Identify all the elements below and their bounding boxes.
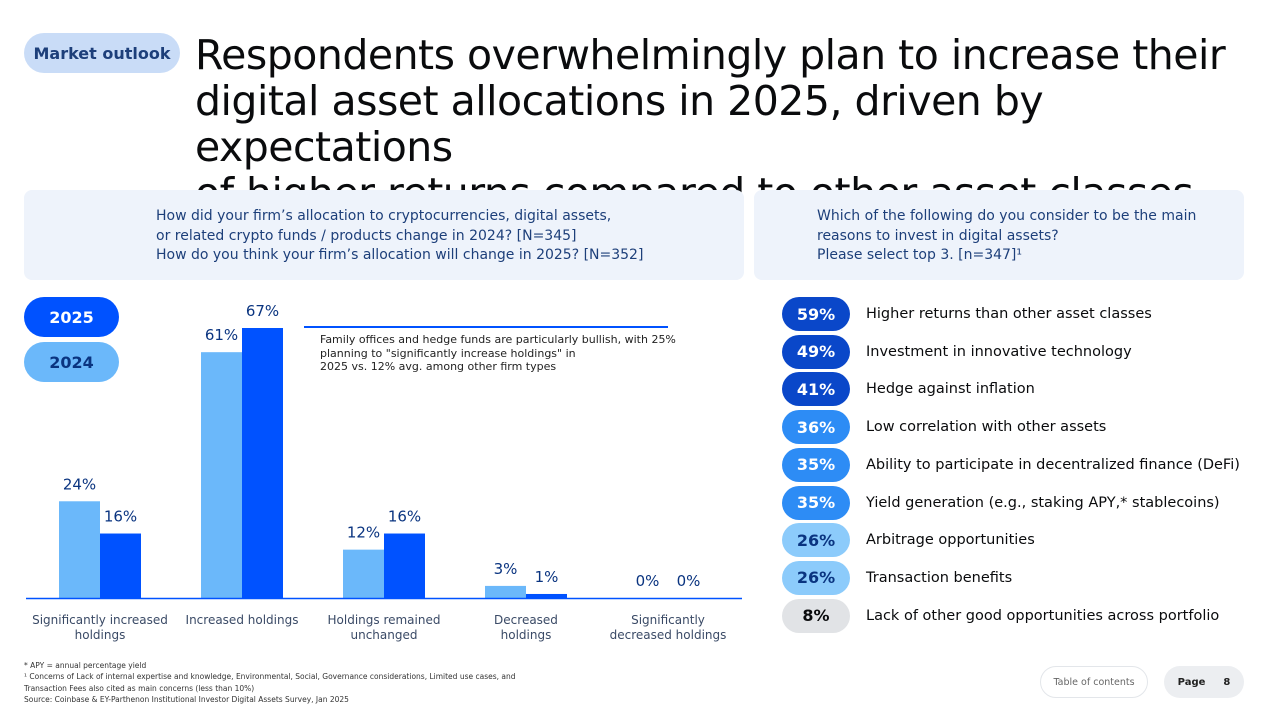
footnote: Transaction Fees also cited as main conc…	[24, 683, 255, 693]
reason-percent-badge: 8%	[782, 598, 850, 633]
data-label-2025-4: 0%	[677, 572, 701, 590]
category-label-2: Holdings remained	[328, 613, 441, 627]
page-label: Page	[1177, 676, 1206, 688]
bar-2024-1	[201, 352, 242, 598]
reason-row: 8% Lack of other good opportunities acros…	[782, 598, 1220, 633]
reason-label: Low correlation with other assets	[866, 419, 1107, 436]
annotation-line: planning to "significantly increase hold…	[320, 346, 576, 360]
table-of-contents-button[interactable]: Table of contents	[1040, 666, 1148, 698]
category-label-3: holdings	[501, 628, 552, 642]
footnote: Source: Coinbase & EY-Parthenon Institut…	[24, 694, 349, 704]
page-indicator[interactable]: Page 8	[1164, 666, 1244, 698]
annotation-rule	[304, 326, 668, 328]
question-line: or related crypto funds / products chang…	[156, 227, 577, 244]
page-title: Respondents overwhelmingly plan to incre…	[195, 32, 1255, 216]
bar-2024-0	[59, 501, 100, 598]
reason-percent-badge: 26%	[782, 560, 850, 595]
reason-label: Yield generation (e.g., staking APY,* st…	[866, 494, 1220, 511]
reason-percent-badge: 35%	[782, 485, 850, 520]
category-label-1: Increased holdings	[186, 613, 299, 627]
category-label-4: Significantly	[631, 613, 705, 627]
reason-row: 49% Investment in innovative technology	[782, 334, 1132, 369]
footnote: ¹ Concerns of Lack of internal expertise…	[24, 672, 516, 682]
reason-label: Higher returns than other asset classes	[866, 306, 1152, 322]
reason-label: Transaction benefits	[866, 569, 1013, 586]
allocation-question: How did your firm’s allocation to crypto…	[156, 207, 643, 266]
data-label-2024-1: 61%	[205, 326, 238, 344]
data-label-2025-2: 16%	[388, 508, 421, 526]
data-label-2024-4: 0%	[636, 572, 660, 590]
question-line: reasons to invest in digital assets?	[817, 227, 1059, 244]
data-label-2024-3: 3%	[494, 560, 518, 578]
title-line: digital asset allocations in 2025, drive…	[195, 77, 1044, 171]
reasons-question-box: Which of the following do you consider t…	[754, 190, 1244, 280]
allocation-bar-chart: 24% 61% 12% 3% 0% 16% 67% 16% 1% 0% Significantly …	[26, 302, 742, 642]
allocation-question-box: How did your firm’s allocation to crypto…	[24, 190, 744, 280]
bar-2024-2	[343, 549, 384, 598]
reason-row: 35% Ability to participate in decentraliz…	[782, 447, 1240, 482]
reason-label: Arbitrage opportunities	[866, 532, 1035, 549]
bar-2025-0	[100, 533, 141, 598]
category-label-2: unchanged	[351, 628, 418, 642]
legend-2024: 2024	[24, 342, 119, 382]
reason-percent-badge: 41%	[782, 372, 850, 407]
reason-label: Ability to participate in decentralized …	[866, 456, 1240, 473]
question-line: How do you think your firm’s allocation …	[156, 247, 644, 263]
question-line: Please select top 3. [n=347]¹	[817, 247, 1022, 263]
reason-row: 41% Hedge against inflation	[782, 372, 1035, 407]
category-label-4: decreased holdings	[610, 628, 727, 642]
annotation-text: Family offices and hedge funds are parti…	[320, 333, 680, 374]
reason-row: 26% Arbitrage opportunities	[782, 523, 1035, 558]
page-number: 8	[1223, 676, 1231, 688]
question-line: How did your firm’s allocation to crypto…	[156, 208, 612, 224]
reason-label: Hedge against inflation	[866, 381, 1035, 398]
reason-row: 26% Transaction benefits	[782, 560, 1013, 595]
annotation-line: Family offices and hedge funds are parti…	[320, 333, 676, 346]
data-label-2024-0: 24%	[63, 475, 96, 493]
question-line: Which of the following do you consider t…	[817, 208, 1197, 224]
annotation-line: 2025 vs. 12% avg. among other firm types	[320, 360, 557, 373]
category-label-3: Decreased	[494, 613, 558, 627]
reason-label: Investment in innovative technology	[866, 343, 1132, 360]
reason-label: Lack of other good opportunities across …	[866, 607, 1220, 624]
reason-row: 59% Higher returns than other asset class…	[782, 297, 1152, 331]
bar-2025-3	[526, 593, 567, 598]
footnotes: * APY = annual percentage yield ¹ Concer…	[24, 660, 544, 705]
reason-row: 35% Yield generation (e.g., staking APY,*…	[782, 485, 1220, 520]
reason-percent-badge: 26%	[782, 523, 850, 558]
reasons-question: Which of the following do you consider t…	[817, 207, 1196, 266]
reason-percent-badge: 59%	[782, 297, 850, 331]
data-label-2025-3: 1%	[535, 568, 559, 586]
category-label-0: holdings	[75, 628, 126, 642]
bar-2025-1	[242, 328, 283, 598]
bar-2025-2	[384, 533, 425, 598]
data-label-2025-1: 67%	[246, 302, 279, 320]
category-label-0: Significantly increased	[32, 613, 168, 627]
section-tag: Market outlook	[24, 33, 180, 73]
reason-percent-badge: 35%	[782, 447, 850, 482]
title-line: Respondents overwhelmingly plan to incre…	[195, 31, 1226, 79]
legend-2025: 2025	[24, 297, 119, 337]
reason-row: 36% Low correlation with other assets	[782, 410, 1107, 445]
data-label-2024-2: 12%	[347, 524, 380, 542]
footnote: * APY = annual percentage yield	[24, 661, 147, 670]
bar-2024-3	[485, 585, 526, 598]
data-label-2025-0: 16%	[104, 508, 137, 526]
reason-percent-badge: 36%	[782, 410, 850, 445]
reason-percent-badge: 49%	[782, 334, 850, 369]
